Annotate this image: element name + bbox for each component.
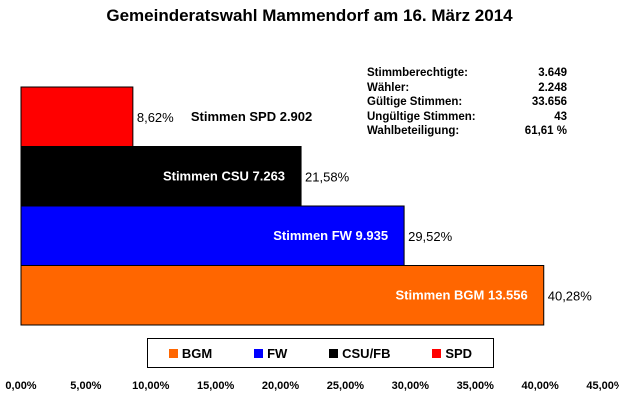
legend-label: BGM: [181, 345, 213, 361]
x-tick-label: 20,00%: [261, 380, 300, 392]
bar-votes-label: Stimmen FW 9.935: [273, 228, 388, 243]
legend-item-bgm: BGM: [168, 345, 213, 361]
stat-label: Wahlbeteiligung:: [367, 125, 460, 137]
legend-item-fw: FW: [254, 346, 287, 361]
bar-votes-label: Stimmen BGM 13.556: [396, 287, 528, 302]
x-tick-label: 25,00%: [326, 380, 365, 392]
legend-swatch: [168, 348, 178, 358]
bar-percent-label: 8,62%: [137, 110, 174, 125]
legend-item-spd: SPD: [432, 346, 472, 361]
x-tick-label: 5,00%: [70, 380, 102, 392]
stat-row: Ungültige Stimmen: 43: [367, 110, 567, 125]
stat-value: 61,61 %: [524, 125, 567, 137]
stat-label: Stimmberechtigte:: [367, 67, 468, 79]
stat-value: 33.656: [531, 96, 567, 108]
x-tick-label: 45,00%: [586, 380, 619, 392]
legend-swatch: [329, 348, 339, 358]
x-tick-label: 0,00%: [5, 380, 37, 392]
stat-row: Wahlbeteiligung: 61,61 %: [367, 124, 567, 139]
legend-label: FW: [267, 345, 288, 361]
stat-value: 2.248: [538, 81, 567, 94]
bar-percent-label: 21,58%: [305, 169, 350, 184]
stat-row: Gültige Stimmen: 33.656: [367, 95, 567, 110]
x-tick-label: 15,00%: [197, 380, 235, 392]
x-tick-label: 40,00%: [521, 380, 559, 392]
stat-row: Stimmberechtigte: 3.649: [367, 66, 567, 81]
x-tick-label: 10,00%: [132, 380, 170, 392]
x-tick-label: 35,00%: [456, 380, 494, 392]
stat-label: Wähler:: [367, 81, 410, 94]
bar-votes-label: Stimmen SPD 2.902: [191, 109, 312, 124]
chart-title: Gemeinderatswahl Mammendorf am 16. März …: [106, 6, 513, 25]
stat-value: 3.649: [538, 67, 567, 79]
stat-row: Wähler: 2.248: [367, 81, 567, 96]
legend-swatch: [432, 348, 442, 358]
election-stats: Stimmberechtigte: 3.649 Wähler: 2.248 Gü…: [367, 66, 567, 139]
bar-percent-label: 40,28%: [548, 288, 593, 303]
bar-spd: [20, 86, 134, 147]
bar-fw: [20, 205, 405, 266]
legend-swatch: [254, 348, 264, 358]
stat-label: Ungültige Stimmen:: [367, 110, 476, 123]
legend-item-csu-fb: CSU/FB: [329, 345, 391, 361]
chart-legend: BGM FW CSU/FB SPD: [147, 338, 494, 368]
stat-value: 43: [554, 110, 567, 123]
bar-votes-label: Stimmen CSU 7.263: [163, 168, 285, 183]
bar-bgm: [20, 265, 545, 326]
stat-label: Gültige Stimmen:: [367, 96, 463, 108]
legend-label: CSU/FB: [342, 345, 391, 361]
x-tick-label: 30,00%: [391, 380, 429, 392]
legend-label: SPD: [445, 345, 473, 361]
bar-percent-label: 29,52%: [408, 229, 453, 244]
